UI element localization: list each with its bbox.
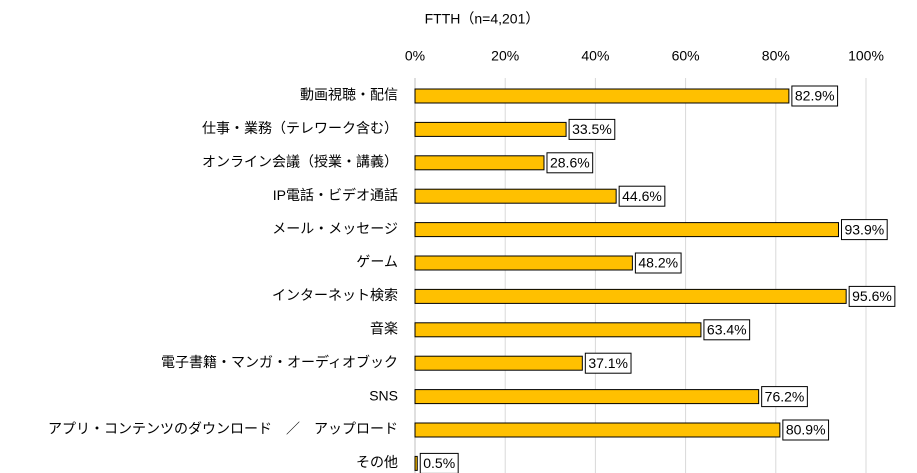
data-label-box	[584, 352, 632, 374]
data-label: 82.9%	[795, 88, 835, 104]
y-tick-label: オンライン会議（授業・講義）	[202, 154, 398, 170]
y-tick-label: IP電話・ビデオ通話	[273, 187, 398, 203]
x-tick-label: 20%	[491, 48, 519, 64]
y-tick-label: 音楽	[370, 321, 398, 337]
data-label-box	[791, 85, 839, 107]
x-tick-label: 0%	[405, 48, 425, 64]
data-label-box	[848, 285, 896, 307]
bar	[414, 322, 702, 338]
x-tick-label: 80%	[762, 48, 790, 64]
y-tick-label: アプリ・コンテンツのダウンロード ／ アップロード	[48, 421, 398, 437]
y-tick-label: 仕事・業務（テレワーク含む）	[202, 120, 398, 136]
data-label-box	[634, 252, 682, 274]
bar	[414, 188, 617, 204]
data-label: 76.2%	[765, 388, 805, 404]
data-label-box	[703, 319, 751, 341]
y-tick-label: インターネット検索	[272, 287, 398, 303]
data-label-box	[546, 152, 594, 174]
data-label: 95.6%	[852, 288, 892, 304]
bar	[414, 121, 567, 137]
data-label: 44.6%	[622, 188, 662, 204]
y-tick-label: その他	[356, 454, 398, 470]
bar	[414, 155, 545, 171]
y-tick-label: 動画視聴・配信	[300, 87, 398, 103]
chart-title: FTTH（n=4,201）	[425, 11, 540, 27]
x-tick-label: 40%	[581, 48, 609, 64]
y-tick-label: 電子書籍・マンガ・オーディオブック	[161, 354, 398, 370]
bar	[414, 422, 781, 438]
bar	[414, 389, 760, 405]
bar	[414, 88, 790, 104]
y-tick-label: SNS	[369, 387, 398, 403]
data-label: 63.4%	[707, 322, 747, 338]
bar	[414, 455, 418, 471]
data-label-box	[782, 419, 830, 441]
bar	[414, 222, 839, 238]
data-label-box	[568, 118, 616, 140]
data-label: 80.9%	[786, 422, 826, 438]
data-label: 37.1%	[588, 355, 628, 371]
data-label: 0.5%	[423, 455, 455, 471]
data-label: 33.5%	[572, 121, 612, 137]
bar	[414, 288, 847, 304]
data-label-box	[840, 219, 888, 241]
data-label: 93.9%	[844, 221, 884, 237]
bar	[414, 355, 583, 371]
y-tick-label: メール・メッセージ	[272, 220, 398, 236]
x-tick-label: 100%	[848, 48, 884, 64]
bar	[414, 255, 633, 271]
data-label: 48.2%	[638, 255, 678, 271]
y-tick-label: ゲーム	[356, 254, 398, 270]
data-label: 28.6%	[550, 155, 590, 171]
data-label-box	[419, 452, 459, 473]
x-tick-label: 60%	[672, 48, 700, 64]
data-label-box	[618, 185, 666, 207]
data-label-box	[761, 386, 808, 408]
